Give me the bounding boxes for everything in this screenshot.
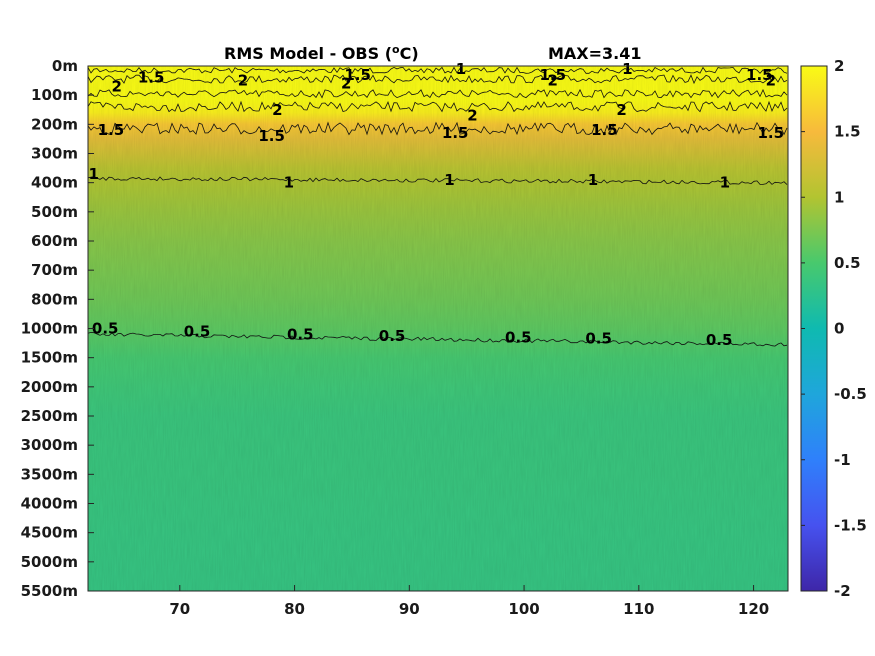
colorbar-tick-label: 1.5 xyxy=(834,123,861,141)
y-tick-label: 1000m xyxy=(21,320,78,338)
contour-label: 1 xyxy=(444,171,454,189)
y-tick-label: 500m xyxy=(31,203,78,221)
y-tick-label: 4000m xyxy=(21,495,78,513)
contour-label: 1.5 xyxy=(746,66,773,84)
y-tick-label: 2000m xyxy=(21,378,78,396)
contour-line xyxy=(87,66,788,75)
contour-label: 1 xyxy=(720,174,730,192)
max-label: MAX=3.41 xyxy=(548,44,642,63)
x-tick-label: 100 xyxy=(508,600,539,618)
y-tick-label: 2500m xyxy=(21,407,78,425)
contour-label: 2 xyxy=(238,72,248,90)
contour-lines xyxy=(87,66,788,347)
contour-label: 1 xyxy=(456,60,466,78)
contour-label: 0.5 xyxy=(585,330,612,348)
colorbar-tick-label: 0.5 xyxy=(834,254,861,272)
y-tick-label: 300m xyxy=(31,145,78,163)
chart-title: RMS Model - OBS (oC) xyxy=(224,43,419,63)
contour-label: 0.5 xyxy=(184,322,211,340)
colorbar-tick-label: -1 xyxy=(834,451,851,469)
colorbar-tick-label: -2 xyxy=(834,582,851,600)
x-axis: 70 80 90 100 110 120 xyxy=(169,585,769,618)
contour-label: 2 xyxy=(272,101,282,119)
y-tick-label: 3500m xyxy=(21,465,78,483)
contour-line xyxy=(87,74,788,85)
y-tick-label: 1500m xyxy=(21,349,78,367)
colorbar-gradient xyxy=(800,65,828,592)
y-tick-label: 400m xyxy=(31,174,78,192)
x-tick-label: 80 xyxy=(284,600,305,618)
contour-label: 1 xyxy=(588,171,598,189)
contour-label: 0.5 xyxy=(379,327,406,345)
contour-label: 1.5 xyxy=(344,66,371,84)
colorbar-ticks: 2 1.5 1 0.5 0 -0.5 -1 -1.5 -2 xyxy=(801,57,867,600)
x-tick-label: 120 xyxy=(738,600,769,618)
contour-label: 1.5 xyxy=(442,124,469,142)
y-tick-label: 700m xyxy=(31,261,78,279)
contour-line xyxy=(87,121,788,136)
contour-label: 0.5 xyxy=(706,331,733,349)
contour-line xyxy=(87,176,788,185)
colorbar-tick-label: -1.5 xyxy=(834,516,867,534)
contour-label: 1.5 xyxy=(138,69,165,87)
colorbar-tick-label: -0.5 xyxy=(834,385,867,403)
contour-line xyxy=(87,88,788,99)
y-tick-label: 800m xyxy=(31,290,78,308)
x-tick-label: 70 xyxy=(169,600,190,618)
contour-label: 1.5 xyxy=(757,124,784,142)
contour-line xyxy=(87,100,788,113)
contour-label: 1 xyxy=(284,174,294,192)
y-tick-label: 600m xyxy=(31,232,78,250)
y-tick-label: 5000m xyxy=(21,553,78,571)
y-tick-label: 200m xyxy=(31,115,78,133)
contour-label: 0.5 xyxy=(92,320,119,338)
y-tick-label: 5500m xyxy=(21,582,78,600)
contour-label: 2 xyxy=(467,107,477,125)
contour-label: 1 xyxy=(89,165,99,183)
contour-label: 1.5 xyxy=(258,127,285,145)
contour-line xyxy=(87,331,788,347)
contour-label: 0.5 xyxy=(505,328,532,346)
x-tick-label: 90 xyxy=(399,600,420,618)
y-tick-label: 100m xyxy=(31,86,78,104)
colorbar-tick-label: 2 xyxy=(834,57,844,75)
colorbar-tick-label: 0 xyxy=(834,320,844,338)
contour-label: 1.5 xyxy=(591,121,618,139)
y-tick-label: 3000m xyxy=(21,436,78,454)
y-tick-label: 4500m xyxy=(21,524,78,542)
colorbar: 2 1.5 1 0.5 0 -0.5 -1 -1.5 -2 xyxy=(800,57,867,600)
x-tick-label: 110 xyxy=(623,600,654,618)
contour-label: 1.5 xyxy=(539,66,566,84)
contour-label: 2 xyxy=(766,72,776,90)
heatmap-texture xyxy=(88,66,788,591)
contour-label: 2 xyxy=(341,75,351,93)
contour-label: 0.5 xyxy=(287,325,314,343)
contour-label: 1.5 xyxy=(98,121,125,139)
y-tick-label: 0m xyxy=(52,57,78,75)
contour-label: 2 xyxy=(111,77,121,95)
contour-label: 2 xyxy=(548,72,558,90)
contour-label: 1 xyxy=(622,60,632,78)
contour-label: 2 xyxy=(616,101,626,119)
colorbar-tick-label: 1 xyxy=(834,188,844,206)
y-axis: 0m 100m 200m 300m 400m 500m 600m 700m 800m 1000m 1… xyxy=(21,57,94,600)
